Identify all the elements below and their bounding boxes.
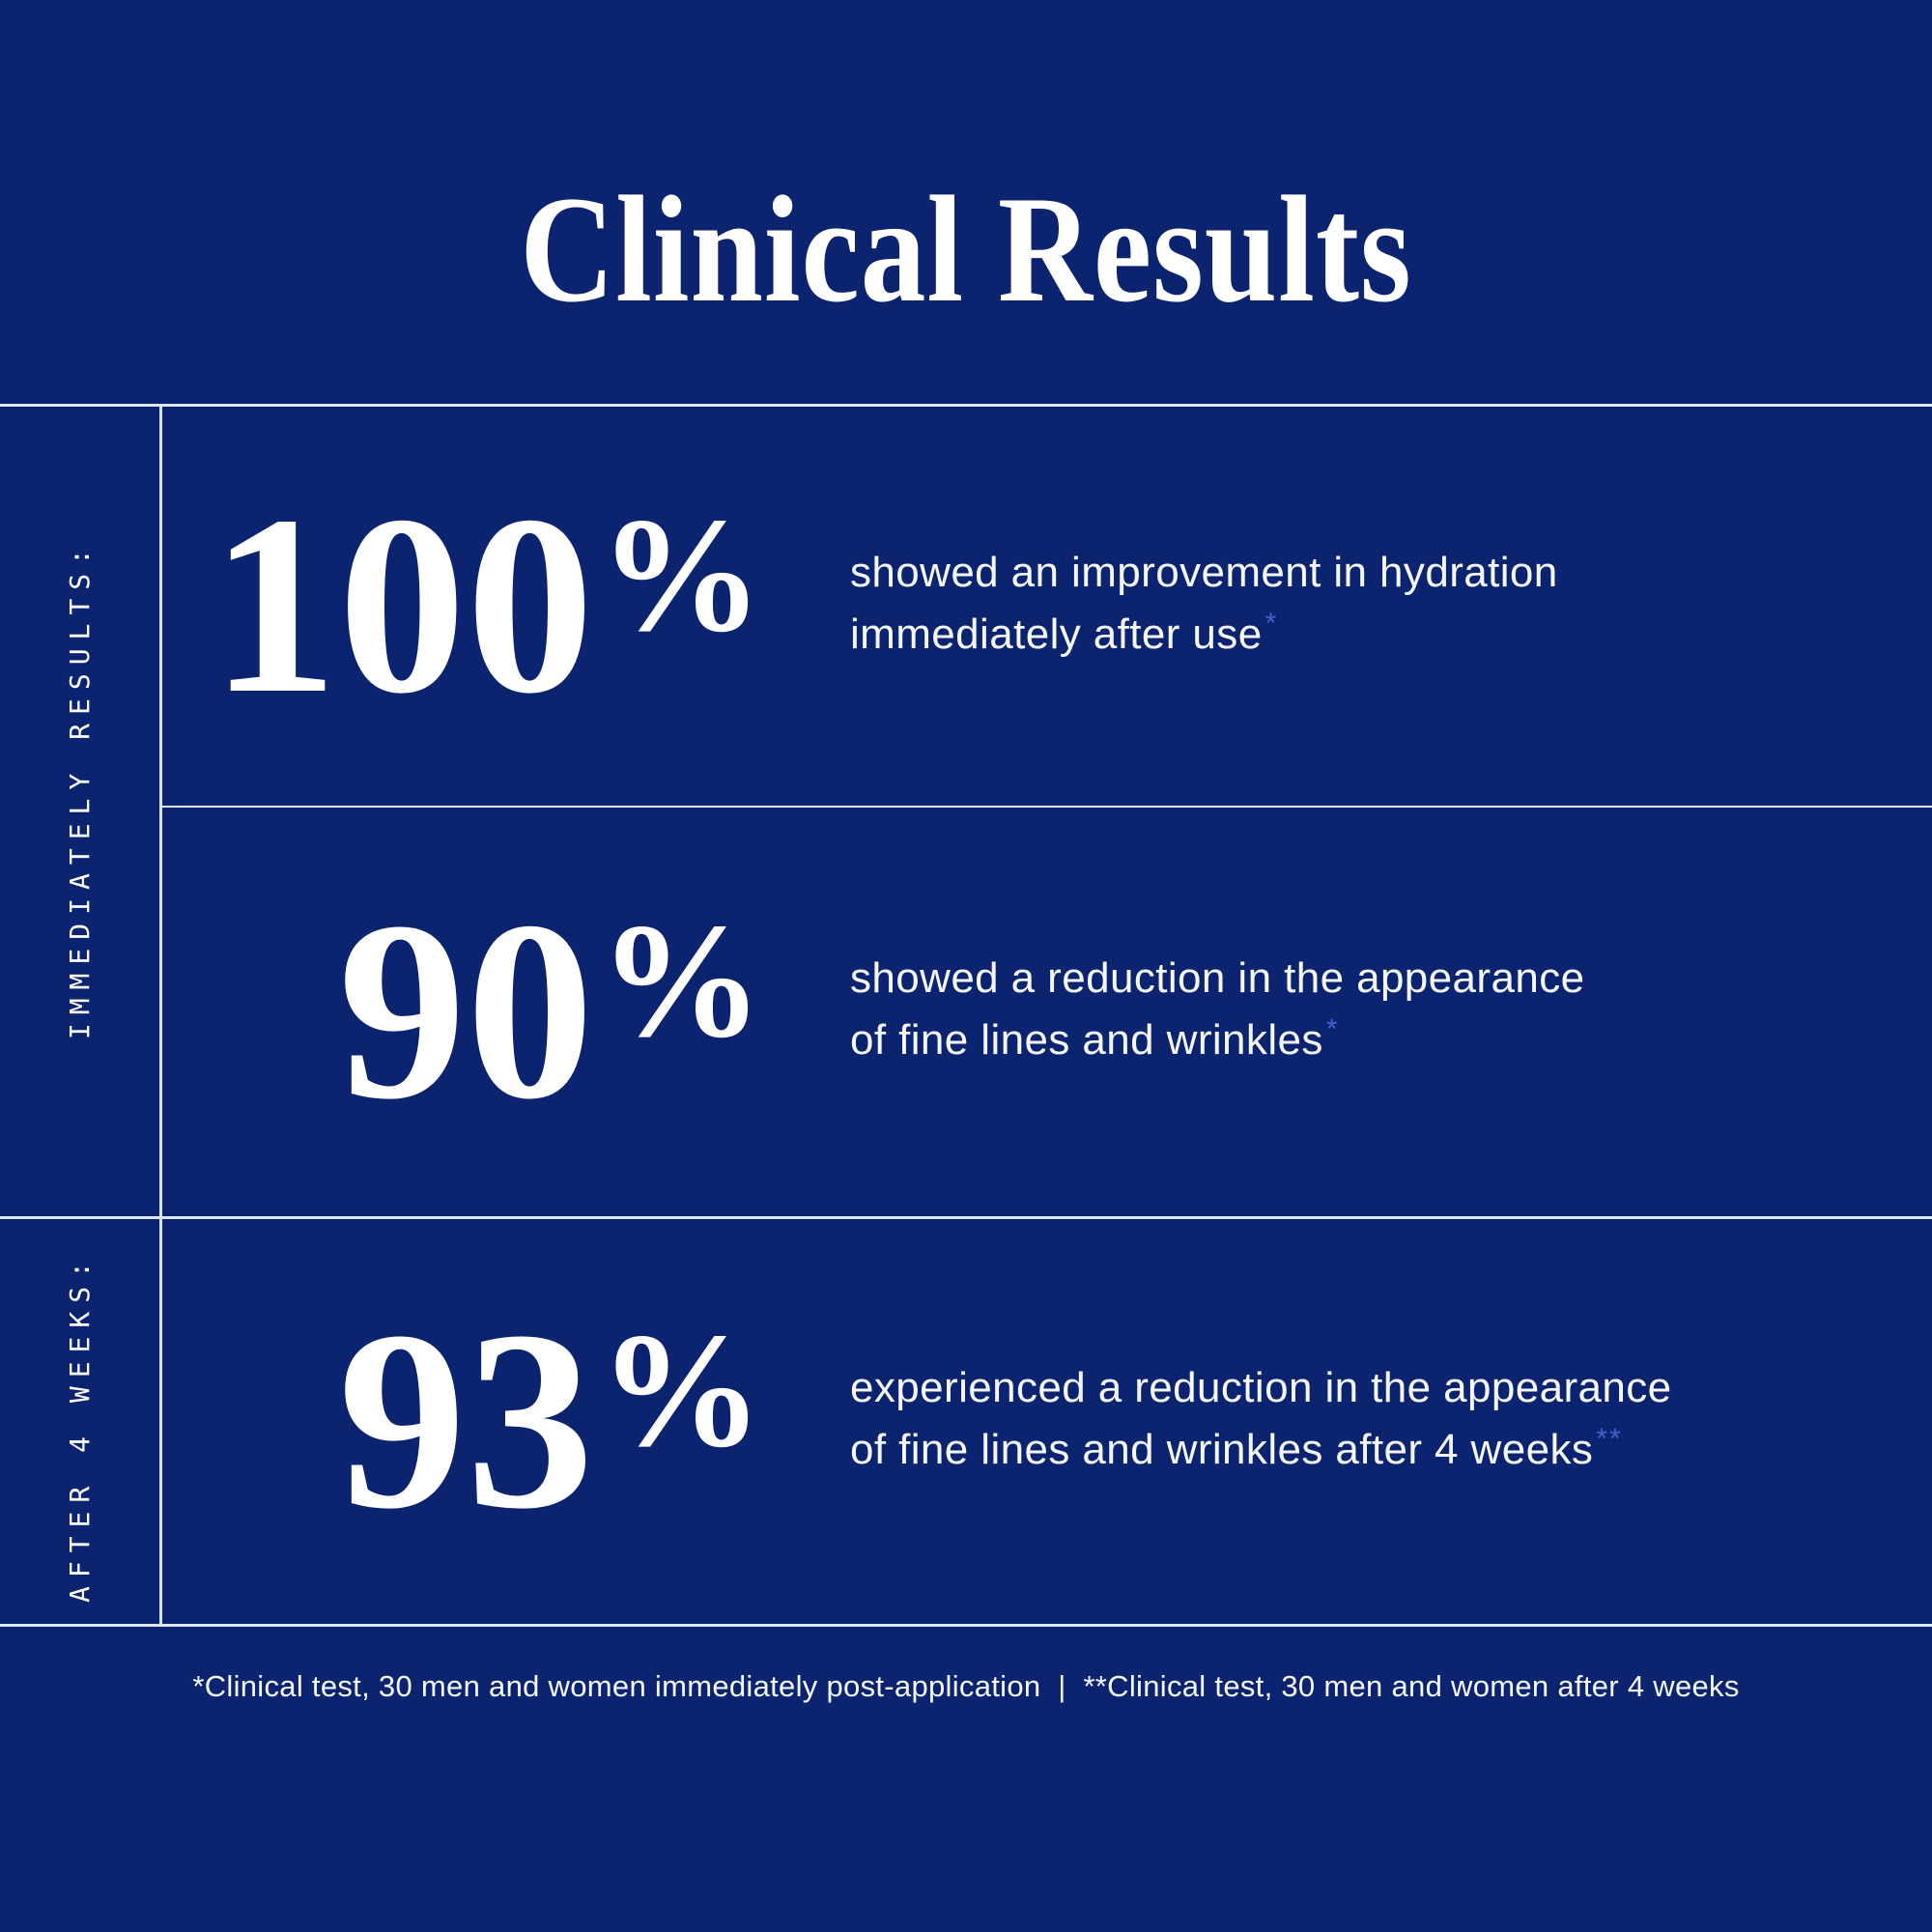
stat-description-line1: experienced a reduction in the appearanc…	[850, 1364, 1672, 1411]
footnote-bar: *Clinical test, 30 men and women immedia…	[0, 1627, 1932, 1704]
stat-value-100: 100%	[162, 477, 764, 733]
footnote-text: *Clinical test, 30 men and women immedia…	[192, 1669, 1740, 1703]
percent-sign: %	[599, 484, 763, 667]
stat-description-line2: of fine lines and wrinkles after 4 weeks	[850, 1426, 1594, 1473]
footnote-marker: *	[1264, 608, 1279, 639]
stat-description: experienced a reduction in the appearanc…	[850, 1357, 1672, 1486]
stat-description: showed an improvement in hydration immed…	[850, 542, 1558, 670]
section-labels-sidebar: IMMEDIATELY RESULTS: AFTER 4 WEEKS:	[0, 407, 162, 1624]
section-label-immediately-results: IMMEDIATELY RESULTS:	[64, 540, 96, 1040]
stat-description-line1: showed an improvement in hydration	[850, 549, 1558, 596]
stat-row-wrinkles-4-weeks: 93% experienced a reduction in the appea…	[162, 1219, 1932, 1624]
stat-row-wrinkles-immediate: 90% showed a reduction in the appearance…	[162, 808, 1932, 1219]
footnote-marker: **	[1596, 1423, 1623, 1455]
stat-description-line2: immediately after use	[850, 611, 1263, 658]
percent-sign: %	[599, 1299, 763, 1482]
stat-description: showed a reduction in the appearance of …	[850, 948, 1585, 1076]
section-after-4-weeks: AFTER 4 WEEKS:	[0, 1219, 159, 1624]
results-table: IMMEDIATELY RESULTS: AFTER 4 WEEKS: 100%…	[0, 407, 1932, 1627]
section-immediately-results: IMMEDIATELY RESULTS:	[0, 407, 159, 1219]
percent-sign: %	[599, 890, 763, 1072]
footnote-marker: *	[1325, 1013, 1340, 1045]
stat-description-line1: showed a reduction in the appearance	[850, 954, 1585, 1002]
page-title: Clinical Results	[520, 165, 1412, 334]
stat-number: 100	[210, 464, 595, 748]
stats-column: 100% showed an improvement in hydration …	[162, 407, 1932, 1624]
stat-value-93: 93%	[162, 1293, 763, 1548]
stat-value-90: 90%	[162, 883, 763, 1139]
stat-description-line2: of fine lines and wrinkles	[850, 1016, 1323, 1064]
header: Clinical Results	[0, 0, 1932, 407]
stat-row-hydration: 100% showed an improvement in hydration …	[162, 407, 1932, 808]
stat-number: 90	[338, 869, 594, 1153]
stat-number: 93	[338, 1279, 594, 1563]
section-label-after-4-weeks: AFTER 4 WEEKS:	[64, 1253, 96, 1604]
